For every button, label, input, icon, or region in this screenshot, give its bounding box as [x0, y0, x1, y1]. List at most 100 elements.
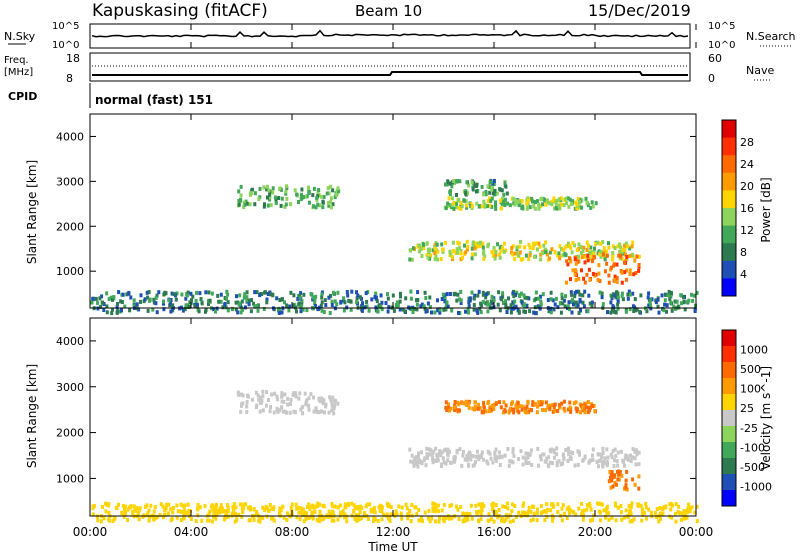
colorbar-tick-label: 8 [740, 246, 747, 259]
heatmap-cell [499, 249, 503, 253]
heatmap-cell [452, 459, 456, 464]
heatmap-cell [448, 292, 452, 296]
heatmap-cell [456, 507, 460, 512]
heatmap-cell [280, 391, 284, 396]
heatmap-cell [183, 307, 187, 312]
heatmap-cell [612, 262, 616, 267]
heatmap-cell [137, 511, 140, 516]
heatmap-cell [170, 291, 174, 296]
heatmap-cell [345, 514, 349, 519]
freq-frame [89, 52, 691, 82]
heatmap-cell [584, 255, 588, 260]
heatmap-cell [384, 301, 388, 305]
heatmap-cell [492, 402, 496, 407]
heatmap-cell [459, 505, 463, 509]
heatmap-cell [246, 394, 250, 399]
heatmap-cell [426, 455, 429, 460]
heatmap-cell [331, 188, 335, 193]
heatmap-cell [447, 196, 451, 201]
heatmap-cell [134, 508, 138, 513]
heatmap-cell [515, 290, 519, 295]
heatmap-cell [622, 460, 625, 465]
heatmap-cell [431, 450, 435, 455]
heatmap-cell [693, 510, 697, 515]
heatmap-cell [686, 299, 690, 304]
heatmap-cell [563, 251, 567, 256]
heatmap-cell [422, 242, 426, 247]
heatmap-cell [457, 197, 461, 202]
heatmap-cell [537, 205, 541, 210]
heatmap-cell [153, 505, 157, 509]
heatmap-cell [613, 447, 617, 452]
heatmap-cell [634, 308, 638, 313]
heatmap-cell [395, 512, 399, 517]
heatmap-cell [618, 469, 622, 474]
heatmap-cell [399, 294, 402, 299]
heatmap-cell [250, 191, 254, 196]
heatmap-cell [586, 410, 590, 415]
heatmap-cell [470, 256, 474, 261]
heatmap-cell [669, 294, 673, 299]
heatmap-cell [284, 202, 288, 207]
heatmap-cell [494, 203, 497, 208]
heatmap-cell [472, 296, 476, 301]
heatmap-cell [483, 202, 487, 207]
heatmap-cell [503, 453, 507, 458]
heatmap-cell [562, 511, 566, 516]
heatmap-cell [569, 201, 573, 206]
heatmap-cell [451, 240, 455, 245]
heatmap-cell [567, 452, 571, 457]
heatmap-cell [537, 463, 540, 468]
heatmap-cell [545, 252, 549, 257]
heatmap-cell [99, 519, 103, 524]
heatmap-cell [519, 239, 523, 244]
y-tick-label: 3000 [56, 381, 84, 394]
heatmap-cell [116, 302, 119, 306]
heatmap-cell [450, 308, 454, 313]
heatmap-cell [568, 457, 572, 461]
heatmap-cell [436, 257, 440, 262]
heatmap-cell [327, 509, 331, 514]
heatmap-cell [365, 299, 369, 304]
heatmap-cell [494, 447, 498, 452]
heatmap-cell [275, 406, 279, 411]
heatmap-cell [530, 504, 534, 509]
heatmap-cell [595, 459, 599, 464]
heatmap-cell [459, 289, 463, 294]
heatmap-cell [545, 200, 549, 204]
heatmap-cell [346, 293, 350, 298]
heatmap-cell [165, 502, 168, 507]
heatmap-cell [120, 308, 123, 313]
heatmap-cell [586, 400, 590, 405]
heatmap-cell [500, 196, 504, 201]
heatmap-cell [637, 474, 641, 479]
heatmap-cell [478, 306, 482, 311]
heatmap-cell [560, 292, 564, 297]
heatmap-cell [197, 309, 201, 314]
heatmap-cell [420, 515, 423, 520]
heatmap-cell [179, 518, 183, 523]
heatmap-cell [663, 298, 667, 303]
heatmap-cell [263, 507, 267, 512]
nave-top-tick: 60 [708, 52, 722, 65]
heatmap-cell [471, 242, 475, 247]
freq-top-tick: 18 [66, 52, 80, 65]
heatmap-cell [464, 518, 468, 523]
heatmap-cell [242, 502, 246, 507]
heatmap-cell [489, 299, 493, 304]
heatmap-cell [648, 298, 652, 303]
colorbar-segment [722, 172, 736, 191]
heatmap-cell [132, 504, 136, 509]
heatmap-cell [609, 476, 612, 480]
heatmap-cell [556, 502, 560, 507]
heatmap-cell [255, 304, 259, 308]
heatmap-cell [426, 516, 430, 521]
heatmap-cell [416, 464, 420, 469]
heatmap-cell [548, 460, 552, 465]
heatmap-cell [276, 409, 280, 414]
heatmap-cell [121, 503, 125, 508]
freq-label-1: Freq. [4, 55, 29, 66]
heatmap-cell [450, 255, 454, 259]
heatmap-cell [320, 292, 324, 297]
